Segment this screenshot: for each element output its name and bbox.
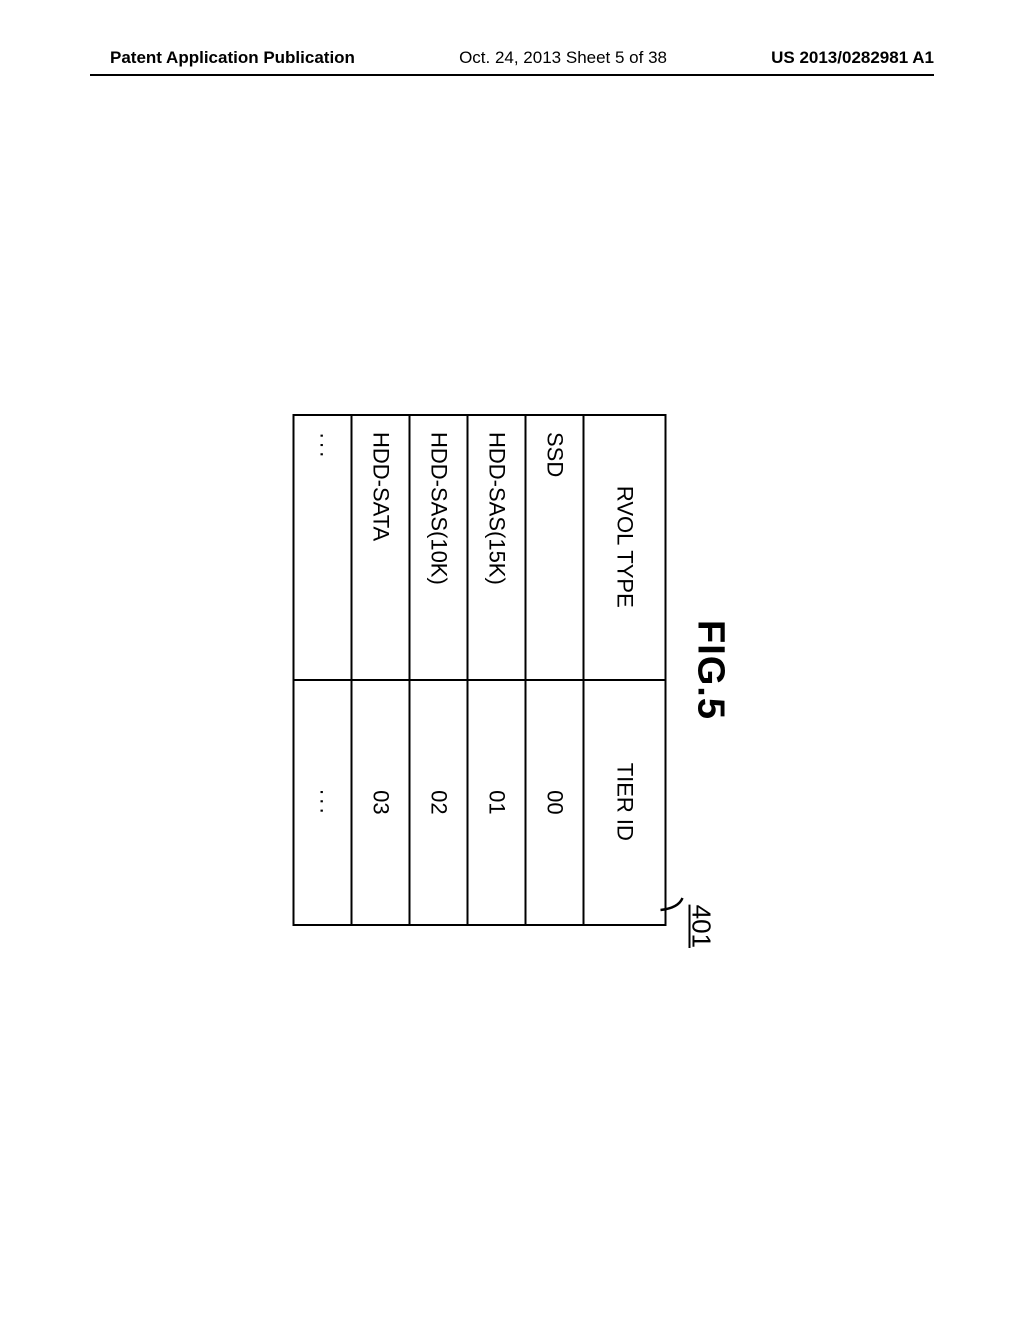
table-row: HDD-SAS(10K) 02 [410,415,468,925]
cell-rvol-more: ··· [294,415,352,680]
cell-tier: 00 [526,680,584,925]
table-row: SSD 00 [526,415,584,925]
cell-tier-more: ··· [294,680,352,925]
col-rvol-type: RVOL TYPE [584,415,666,680]
table-row: HDD-SAS(15K) 01 [468,415,526,925]
cell-tier: 01 [468,680,526,925]
cell-rvol: HDD-SAS(15K) [468,415,526,680]
cell-rvol: SSD [526,415,584,680]
col-tier-id: TIER ID [584,680,666,925]
figure-5: FIG.5 401 RVOL TYPE TIER ID SSD 00 HDD-S… [293,414,732,926]
figure-title: FIG.5 [689,414,732,926]
header-rule [90,74,934,76]
page-header: Patent Application Publication Oct. 24, … [0,48,1024,68]
tier-table: RVOL TYPE TIER ID SSD 00 HDD-SAS(15K) 01… [293,414,667,926]
cell-rvol: HDD-SAS(10K) [410,415,468,680]
cell-tier: 02 [410,680,468,925]
reference-number-401: 401 [686,905,717,948]
reference-hook-icon [659,894,685,920]
table-row: HDD-SATA 03 [352,415,410,925]
header-left: Patent Application Publication [110,48,355,68]
header-middle: Oct. 24, 2013 Sheet 5 of 38 [459,48,667,68]
table-header-row: RVOL TYPE TIER ID [584,415,666,925]
header-right: US 2013/0282981 A1 [771,48,934,68]
cell-tier: 03 [352,680,410,925]
cell-rvol: HDD-SATA [352,415,410,680]
table-row: ··· ··· [294,415,352,925]
